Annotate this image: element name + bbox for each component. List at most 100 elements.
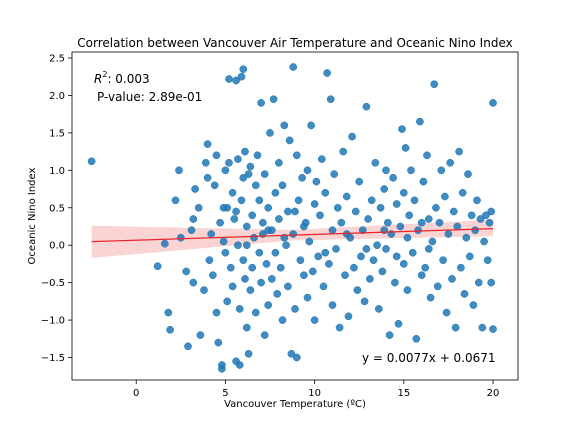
- scatter-point: [251, 181, 260, 190]
- scatter-point: [219, 237, 228, 246]
- scatter-point: [373, 241, 381, 250]
- scatter-point: [242, 323, 251, 332]
- scatter-point: [239, 173, 248, 182]
- scatter-point: [398, 125, 406, 133]
- scatter-point: [419, 177, 428, 186]
- scatter-point: [396, 222, 405, 231]
- scatter-point: [214, 338, 223, 347]
- scatter-point: [275, 215, 283, 223]
- scatter-point: [284, 207, 292, 216]
- scatter-point: [487, 207, 496, 216]
- scatter-point: [471, 226, 480, 235]
- scatter-point: [355, 177, 364, 186]
- scatter-point: [234, 241, 242, 250]
- scatter-point: [264, 301, 273, 309]
- scatter-point: [232, 207, 240, 216]
- points-group: [87, 63, 497, 373]
- scatter-point: [467, 211, 476, 220]
- y-tick-label: −1.5: [41, 353, 65, 364]
- plot-frame: [71, 51, 519, 381]
- scatter-point: [205, 256, 214, 265]
- scatter-point: [465, 252, 474, 261]
- scatter-point: [378, 267, 387, 276]
- scatter-point: [248, 263, 257, 272]
- scatter-point: [291, 305, 299, 313]
- scatter-point: [460, 290, 469, 298]
- scatter-point: [278, 316, 287, 324]
- y-tick-label: 1.0: [49, 166, 65, 177]
- scatter-point: [401, 144, 410, 152]
- x-tick-label: 0: [133, 388, 139, 399]
- scatter-point: [316, 211, 324, 220]
- scatter-point: [234, 155, 242, 163]
- scatter-point: [271, 188, 280, 197]
- scatter-point: [391, 278, 399, 287]
- scatter-point: [341, 271, 349, 280]
- scatter-point: [337, 218, 346, 227]
- scatter-point: [464, 170, 472, 178]
- scatter-point: [480, 237, 488, 246]
- scatter-point: [248, 211, 257, 220]
- scatter-point: [432, 203, 440, 212]
- scatter-point: [403, 233, 412, 242]
- scatter-point: [308, 267, 317, 276]
- scatter-point: [458, 188, 467, 197]
- plot-area: [71, 51, 519, 381]
- x-tick-label: 15: [397, 388, 410, 399]
- x-tick-label: 5: [222, 388, 228, 399]
- scatter-point: [323, 69, 331, 77]
- scatter-point: [207, 230, 216, 238]
- scatter-point: [485, 218, 494, 227]
- scatter-point: [289, 63, 298, 71]
- scatter-point: [241, 275, 249, 283]
- scatter-point: [175, 166, 183, 175]
- scatter-point: [483, 256, 492, 265]
- r2-symbol: R: [94, 72, 102, 86]
- scatter-point: [448, 275, 456, 283]
- scatter-point: [264, 203, 273, 212]
- y-axis: −1.5 −1.0 −0.5 0.0 0.5 1.0 1.5 2.0 2.5: [41, 53, 72, 364]
- scatter-point: [221, 166, 230, 175]
- scatter-point: [382, 245, 390, 253]
- scatter-point: [209, 271, 217, 280]
- scatter-point: [439, 256, 447, 265]
- scatter-point: [417, 218, 426, 227]
- scatter-point: [230, 215, 239, 223]
- r2-superscript: 2: [102, 70, 107, 79]
- scatter-point: [389, 173, 397, 182]
- scatter-point: [273, 290, 282, 298]
- scatter-point: [187, 226, 196, 235]
- scatter-point: [235, 361, 244, 369]
- scatter-point: [164, 308, 173, 317]
- scatter-point: [410, 196, 419, 205]
- scatter-point: [360, 297, 369, 306]
- r2-annotation: R2: 0.003: [94, 70, 150, 86]
- scatter-point: [342, 192, 351, 201]
- scatter-point: [453, 222, 462, 231]
- scatter-point: [244, 170, 253, 178]
- scatter-point: [275, 158, 283, 167]
- scatter-point: [433, 282, 442, 291]
- y-tick-label: 0.5: [49, 203, 65, 214]
- scatter-point: [241, 147, 249, 156]
- scatter-point: [333, 203, 342, 212]
- scatter-point: [489, 325, 497, 333]
- scatter-point: [262, 260, 271, 268]
- scatter-point: [221, 248, 230, 257]
- scatter-point: [455, 147, 463, 156]
- scatter-point: [435, 218, 444, 227]
- scatter-point: [426, 293, 435, 302]
- scatter-point: [225, 158, 233, 167]
- scatter-point: [276, 263, 285, 272]
- scatter-point: [423, 151, 431, 160]
- scatter-point: [287, 349, 296, 358]
- scatter-point: [482, 211, 490, 220]
- scatter-point: [330, 170, 339, 178]
- scatter-point: [294, 196, 303, 205]
- scatter-point: [260, 331, 269, 339]
- scatter-point: [191, 185, 199, 193]
- y-tick-label: −1.0: [41, 316, 65, 327]
- scatter-point: [357, 252, 365, 261]
- y-tick-label: 1.5: [49, 128, 65, 139]
- scatter-point: [376, 203, 385, 212]
